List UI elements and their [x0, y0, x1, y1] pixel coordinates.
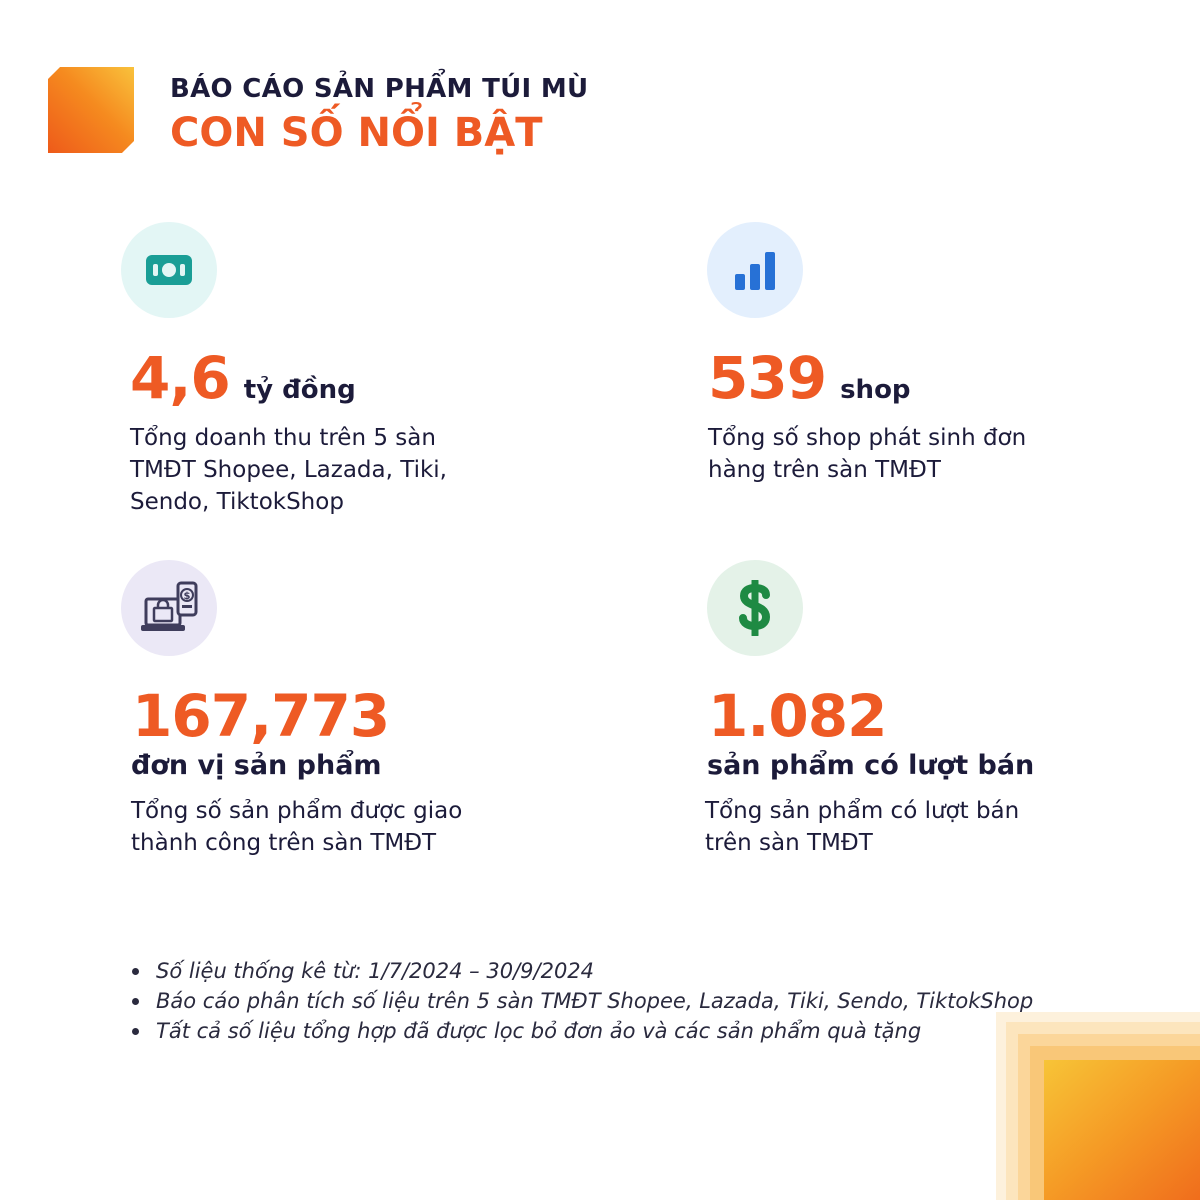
money-icon — [121, 222, 217, 318]
page-title: CON SỐ NỔI BẬT — [170, 110, 543, 156]
stat-description: Tổng doanh thu trên 5 sàn TMĐT Shopee, L… — [130, 425, 447, 515]
stat-revenue-figure: 4,6 tỷ đồng — [130, 348, 581, 408]
stat-unit: shop — [840, 375, 911, 405]
stat-value: 167,773 — [132, 682, 390, 750]
footnotes: Số liệu thống kê từ: 1/7/2024 – 30/9/202… — [128, 956, 1033, 1046]
stat-unit: tỷ đồng — [243, 375, 356, 405]
stat-shops: 539 shop Tổng số shop phát sinh đơn hàng … — [707, 222, 1167, 486]
brand-logo — [48, 67, 134, 153]
stat-units: $ 167,773 đơn vị sản phẩm Tổng số sản ph… — [121, 560, 581, 859]
bar-chart-icon — [707, 222, 803, 318]
stat-description: Tổng số sản phẩm được giao thành công tr… — [131, 798, 463, 856]
corner-decoration — [996, 1012, 1200, 1200]
stat-description: Tổng số shop phát sinh đơn hàng trên sàn… — [708, 425, 1027, 483]
stat-shops-figure: 539 shop — [708, 348, 1167, 408]
stat-unit: đơn vị sản phẩm — [131, 750, 382, 781]
stat-value: 1.082 — [708, 682, 887, 750]
stat-products-figure: 1.082 — [708, 686, 1167, 746]
report-subtitle: BÁO CÁO SẢN PHẨM TÚI MÙ — [170, 74, 589, 104]
stat-description: Tổng sản phẩm có lượt bán trên sàn TMĐT — [705, 798, 1020, 856]
stat-value: 4,6 — [130, 344, 231, 412]
footnote-item: Số liệu thống kê từ: 1/7/2024 – 30/9/202… — [128, 956, 1033, 986]
stat-products-sold: 1.082 sản phẩm có lượt bán Tổng sản phẩm… — [705, 560, 1167, 859]
stat-unit: sản phẩm có lượt bán — [707, 750, 1035, 781]
footnote-item: Báo cáo phân tích số liệu trên 5 sàn TMĐ… — [128, 986, 1033, 1016]
svg-text:$: $ — [184, 591, 191, 602]
stat-units-figure: 167,773 — [132, 686, 581, 746]
stat-value: 539 — [708, 344, 827, 412]
dollar-icon — [707, 560, 803, 656]
stat-revenue: 4,6 tỷ đồng Tổng doanh thu trên 5 sàn TMĐ… — [121, 222, 581, 518]
footnote-item: Tất cả số liệu tổng hợp đã được lọc bỏ đ… — [128, 1016, 1033, 1046]
ecommerce-laptop-icon: $ — [121, 560, 217, 656]
